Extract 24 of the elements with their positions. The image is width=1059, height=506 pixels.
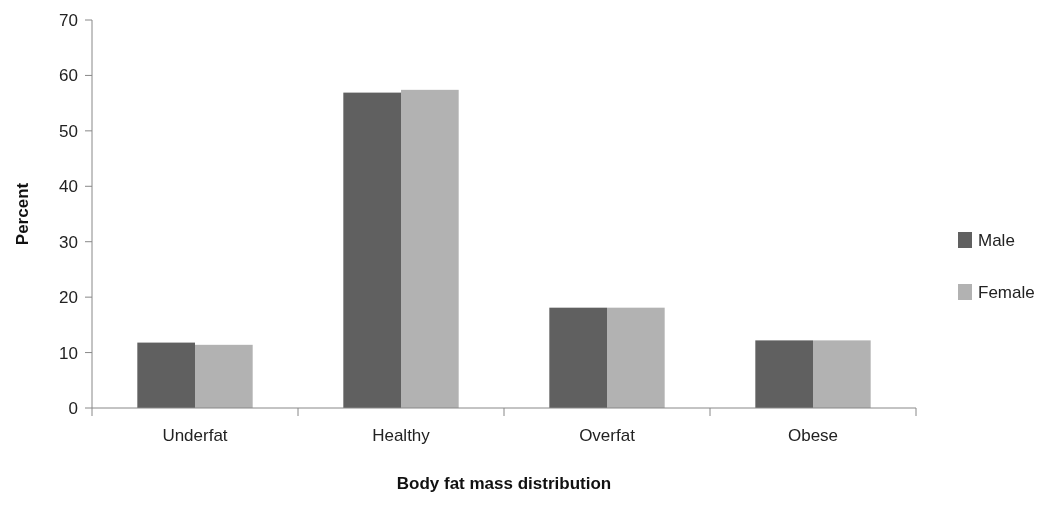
y-tick-label: 10 [59,343,78,363]
legend-label: Male [978,230,1015,250]
y-tick-label: 60 [59,66,78,86]
bar [607,307,665,408]
y-axis-title: Percent [13,182,32,246]
x-tick-label: Underfat [162,426,228,445]
x-axis-title: Body fat mass distribution [396,474,612,493]
bar [137,342,195,408]
bar [401,89,459,408]
x-tick-label: Healthy [372,426,431,445]
y-tick-label: 0 [68,398,78,418]
x-tick-label: Obese [787,426,839,445]
legend-label: Female [978,282,1035,302]
y-tick-label: 70 [59,10,78,30]
y-tick-label: 30 [59,232,78,252]
bar [755,340,813,408]
bar [195,344,253,408]
bar [343,92,401,408]
x-tick-label: Overfat [579,426,636,445]
bar [549,307,607,408]
y-tick-label: 50 [59,121,78,141]
y-tick-label: 20 [59,288,78,308]
y-tick-label: 40 [59,177,78,197]
bar [813,340,871,408]
